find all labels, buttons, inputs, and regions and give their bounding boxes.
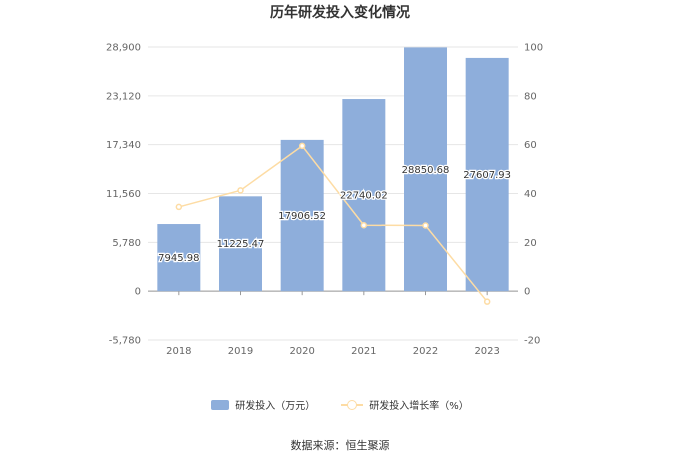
legend: 研发投入（万元） 研发投入增长率（%） (0, 397, 680, 412)
growth-line (178, 144, 488, 303)
legend-item-line[interactable]: 研发投入增长率（%） (341, 397, 469, 412)
growth-point (422, 222, 429, 229)
x-axis-tick: 2022 (413, 346, 438, 357)
left-axis-tick: 28,900 (106, 43, 141, 54)
bar-data-label: 17906.52 (278, 211, 326, 222)
right-axis-tick: 20 (524, 238, 537, 249)
right-axis-tick: 80 (524, 91, 537, 102)
bar (342, 99, 386, 292)
chart-title: 历年研发投入变化情况 (270, 5, 410, 21)
left-axis-tick: 23,120 (106, 91, 141, 102)
bar-data-label: 11225.47 (217, 239, 265, 250)
x-axis-tick: 2023 (474, 346, 499, 357)
right-axis-tick: -20 (524, 336, 540, 347)
left-axis-tick: -5,780 (109, 336, 141, 347)
growth-point (175, 203, 183, 211)
data-source: 数据来源：恒生聚源 (290, 439, 390, 452)
bar (465, 57, 509, 292)
legend-line-label: 研发投入增长率（%） (369, 401, 469, 412)
x-axis-tick: 2019 (228, 346, 253, 357)
growth-point (483, 298, 491, 305)
left-axis-tick: 11,560 (106, 189, 141, 200)
right-axis-tick: 60 (524, 140, 537, 151)
right-axis-tick: 40 (524, 189, 537, 200)
left-axis-tick: 17,340 (106, 140, 141, 151)
chart-canvas: 28,900 23,120 17,340 11,560 5,780 0 -5,780 100 8… (106, 43, 543, 358)
bar (157, 224, 201, 292)
bar-data-label: 28850.68 (402, 165, 450, 176)
growth-point (298, 142, 306, 150)
left-axis-tick: 0 (135, 287, 141, 298)
bar-data-label: 27607.93 (463, 170, 511, 181)
x-axis-tick: 2020 (289, 346, 314, 357)
legend-line-swatch (341, 399, 364, 410)
bar (219, 196, 262, 292)
bar-data-label: 22740.02 (340, 191, 388, 202)
legend-bar-swatch (211, 399, 230, 410)
bar-data-label: 7945.98 (158, 253, 199, 264)
right-axis-tick: 0 (524, 287, 530, 298)
left-axis-tick: 5,780 (112, 238, 141, 249)
legend-item-bar[interactable]: 研发投入（万元） (211, 397, 315, 412)
x-axis-tick: 2018 (166, 346, 191, 357)
x-axis-tick: 2021 (351, 346, 376, 357)
legend-bar-label: 研发投入（万元） (235, 401, 316, 412)
growth-point (360, 221, 368, 229)
right-axis-tick: 100 (524, 43, 543, 54)
growth-point (237, 187, 244, 194)
bar (404, 47, 447, 292)
